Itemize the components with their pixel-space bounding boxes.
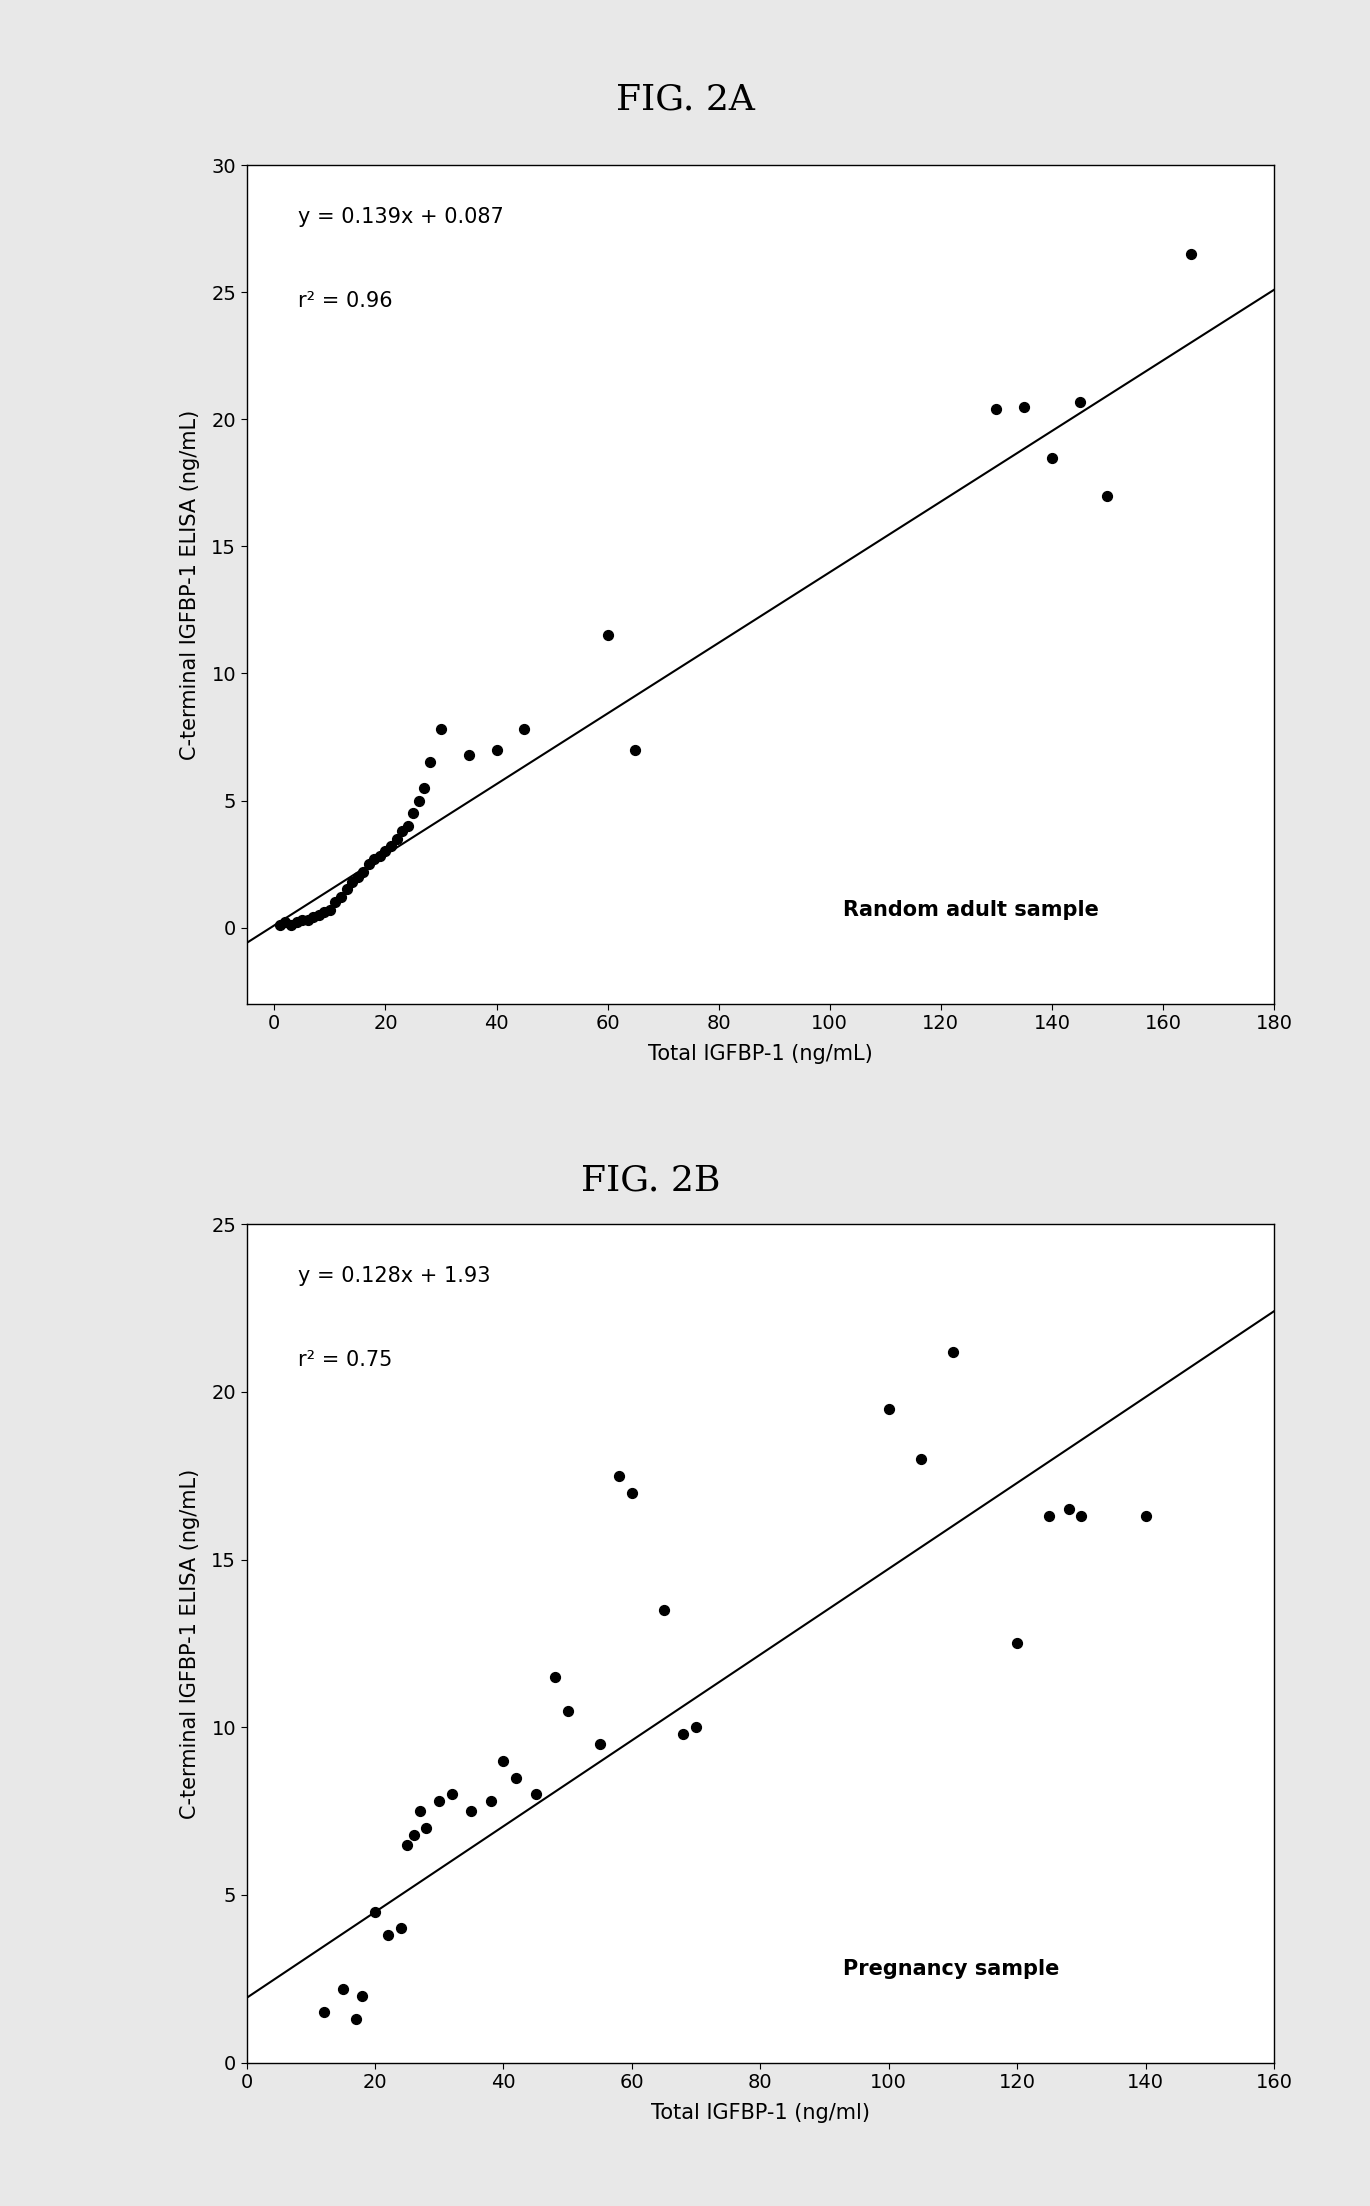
Point [493, 1743, 515, 1778]
Point [556, 1692, 578, 1727]
Point [308, 898, 330, 933]
Point [314, 896, 336, 931]
Point [485, 732, 507, 768]
Point [506, 1760, 527, 1796]
Point [397, 807, 419, 843]
Point [419, 746, 441, 781]
Point [597, 618, 619, 653]
Point [358, 847, 379, 882]
Point [589, 1727, 611, 1763]
Point [297, 902, 319, 938]
Point [1038, 1498, 1060, 1533]
Point [408, 783, 430, 818]
Point [369, 838, 390, 874]
Point [1180, 236, 1201, 271]
Point [621, 1476, 643, 1511]
Point [403, 796, 425, 832]
Point [415, 1811, 437, 1846]
Y-axis label: C-terminal IGFBP-1 ELISA (ng/mL): C-terminal IGFBP-1 ELISA (ng/mL) [181, 410, 200, 759]
Text: Pregnancy sample: Pregnancy sample [843, 1959, 1059, 1979]
Point [943, 1335, 964, 1370]
Point [292, 902, 314, 938]
Point [430, 713, 452, 748]
Point [351, 1979, 373, 2014]
X-axis label: Total IGFBP-1 (ng/ml): Total IGFBP-1 (ng/ml) [651, 2102, 870, 2122]
Point [1006, 1626, 1028, 1661]
Point [608, 1458, 630, 1493]
Point [345, 2001, 367, 2036]
Point [379, 829, 401, 865]
Point [625, 732, 647, 768]
Point [352, 854, 374, 889]
Point [429, 1782, 451, 1818]
Point [910, 1441, 932, 1476]
Point [414, 770, 436, 805]
Point [1070, 1498, 1092, 1533]
Y-axis label: C-terminal IGFBP-1 ELISA (ng/mL): C-terminal IGFBP-1 ELISA (ng/mL) [181, 1469, 200, 1818]
Point [336, 871, 358, 907]
Text: Random adult sample: Random adult sample [843, 900, 1099, 920]
Point [458, 737, 480, 772]
Point [364, 1895, 386, 1930]
Point [385, 821, 407, 856]
X-axis label: Total IGFBP-1 (ng/mL): Total IGFBP-1 (ng/mL) [648, 1043, 873, 1063]
Point [332, 1972, 353, 2007]
Point [312, 1994, 334, 2030]
Point [878, 1392, 900, 1427]
Point [479, 1782, 501, 1818]
Point [347, 858, 369, 893]
Point [330, 880, 352, 915]
Point [392, 814, 414, 849]
Point [279, 907, 301, 942]
Point [403, 1818, 425, 1853]
Point [319, 891, 341, 927]
Point [325, 885, 347, 920]
Text: r² = 0.75: r² = 0.75 [299, 1350, 392, 1370]
Point [410, 1793, 432, 1829]
Point [525, 1776, 547, 1811]
Point [396, 1827, 418, 1862]
Text: FIG. 2A: FIG. 2A [615, 82, 755, 117]
Point [1014, 388, 1036, 424]
Point [514, 713, 536, 748]
Point [441, 1776, 463, 1811]
Point [363, 840, 385, 876]
Point [1058, 1491, 1080, 1527]
Point [274, 904, 296, 940]
Point [985, 393, 1007, 428]
Point [374, 834, 396, 869]
Text: FIG. 2B: FIG. 2B [581, 1163, 721, 1198]
Point [303, 900, 325, 935]
Text: r² = 0.96: r² = 0.96 [299, 291, 393, 311]
Point [460, 1793, 482, 1829]
Point [1069, 384, 1091, 419]
Point [544, 1659, 566, 1694]
Point [1134, 1498, 1156, 1533]
Point [653, 1593, 675, 1628]
Point [269, 907, 290, 942]
Text: y = 0.139x + 0.087: y = 0.139x + 0.087 [299, 207, 504, 227]
Point [377, 1917, 399, 1952]
Point [1096, 479, 1118, 514]
Text: y = 0.128x + 1.93: y = 0.128x + 1.93 [299, 1266, 490, 1286]
Point [1041, 439, 1063, 474]
Point [685, 1710, 707, 1745]
Point [673, 1716, 695, 1752]
Point [389, 1910, 411, 1946]
Point [285, 904, 307, 940]
Point [341, 865, 363, 900]
